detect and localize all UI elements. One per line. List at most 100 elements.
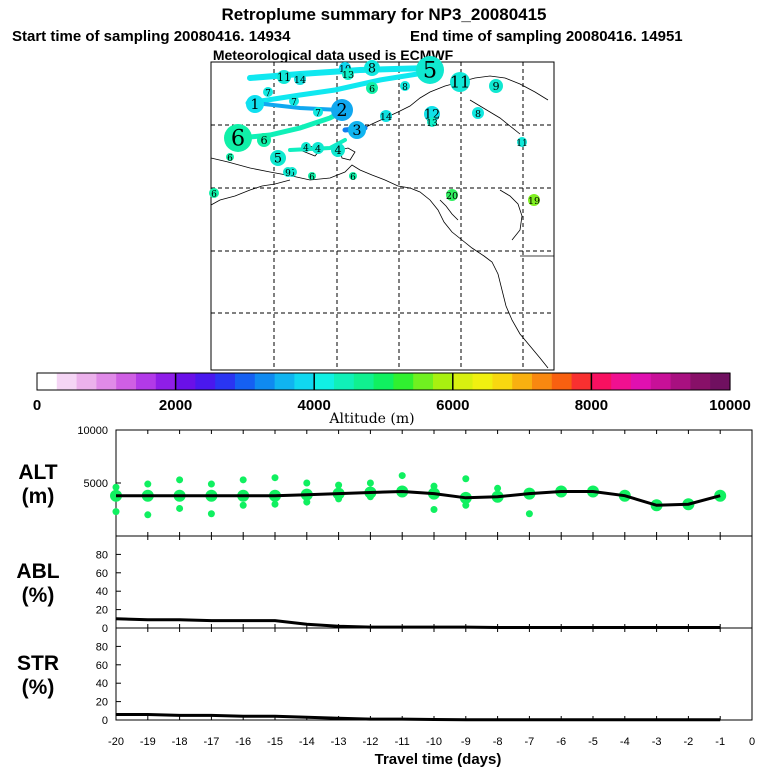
colorbar-swatch xyxy=(254,373,276,390)
marker-label: 4 xyxy=(315,144,321,155)
altitude-spread-point xyxy=(239,501,247,509)
trajectory-marker: 14 xyxy=(380,110,392,123)
trajectory-marker: 14 xyxy=(294,73,306,86)
colorbar-swatch xyxy=(96,373,117,390)
x-tick-label: -12 xyxy=(362,736,378,748)
altitude-spread-point xyxy=(462,475,470,483)
trajectory-marker: 5 xyxy=(270,150,286,166)
marker-dot xyxy=(263,87,273,97)
x-tick-label: -11 xyxy=(395,736,410,748)
y-tick-label: 0 xyxy=(102,715,108,727)
colorbar-swatch xyxy=(492,373,513,390)
x-tick-label: -5 xyxy=(588,736,598,748)
marker-dot xyxy=(257,133,271,147)
marker-dot xyxy=(331,99,353,121)
marker-dot xyxy=(342,68,354,80)
marker-dot xyxy=(348,121,366,139)
colorbar-swatch xyxy=(433,373,454,390)
altitude-spread-point xyxy=(303,479,311,487)
figure-title: Retroplume summary for NP3_20080415 xyxy=(221,5,546,24)
x-tick-label: -19 xyxy=(140,736,156,748)
map-grid xyxy=(211,62,554,370)
travel-time-axis: -20 -19 -18 -17 -16 -15 -14 -13 -12 -11 -10 -9 -8 -7-… xyxy=(108,736,755,748)
marker-dot xyxy=(312,142,324,154)
altitude-spread-point xyxy=(176,476,184,484)
colorbar-tick-label: 8000 xyxy=(575,397,608,414)
y-tick-label: 40 xyxy=(96,586,108,598)
marker-label: 14 xyxy=(380,112,392,123)
colorbar-tick-label: 10000 xyxy=(709,397,751,414)
marker-label: 14 xyxy=(294,75,306,86)
altitude-mean-line xyxy=(116,489,721,507)
trajectory-marker: 6 xyxy=(257,133,271,147)
colorbar-swatch xyxy=(512,373,533,390)
colorbar-swatch xyxy=(353,373,375,390)
trajectory-marker: 4 xyxy=(301,142,311,154)
colorbar-swatch xyxy=(37,373,58,390)
trajectory-marker: 5 xyxy=(416,56,444,84)
trajectory-marker: 6 xyxy=(308,172,316,183)
altitude-spread-point xyxy=(271,500,279,508)
colorbar-tick-label: 0 xyxy=(33,397,41,414)
trajectory-marker: 7 xyxy=(263,87,273,99)
marker-dot xyxy=(489,79,503,93)
marker-label: 3 xyxy=(352,123,361,139)
trajectory-marker: 11 xyxy=(277,70,291,84)
altitude-spread-point xyxy=(207,510,215,518)
colorbar-title: Altitude (m) xyxy=(328,411,414,427)
trajectory-marker: 4 xyxy=(331,143,345,157)
marker-dot xyxy=(366,82,378,94)
x-tick-label: -8 xyxy=(493,736,503,748)
colorbar-swatch xyxy=(116,373,137,390)
colorbar-swatch xyxy=(334,373,355,390)
colorbar-swatch xyxy=(235,373,256,390)
trajectory-marker: 8 xyxy=(364,60,380,76)
panel-frame xyxy=(115,627,753,721)
colorbar-swatch xyxy=(56,373,78,390)
colorbar-swatch xyxy=(195,373,216,390)
trajectory-marker: 20 xyxy=(446,189,458,202)
colorbar-swatch xyxy=(76,373,97,390)
trajectory-marker: 2 xyxy=(331,99,353,121)
marker-label: 7 xyxy=(291,98,297,108)
x-tick-label: -1 xyxy=(715,736,725,748)
marker-label: 8 xyxy=(402,83,408,93)
panel-alt: ALT(m) 5000 10000 xyxy=(18,425,753,537)
marker-label: 11 xyxy=(516,139,527,149)
altitude-spread-point xyxy=(144,480,152,488)
colorbar-swatch xyxy=(532,373,553,390)
marker-label: 5 xyxy=(423,58,437,84)
y-tick-label: 20 xyxy=(96,697,108,709)
marker-label: 6 xyxy=(350,173,356,183)
marker-label: 5 xyxy=(274,151,282,166)
marker-label: 7 xyxy=(315,109,321,119)
x-axis-title: Travel time (days) xyxy=(375,751,502,768)
altitude-spread-point xyxy=(239,476,247,484)
marker-dot xyxy=(380,110,392,122)
x-tick-label: 0 xyxy=(749,736,755,748)
marker-label: 13 xyxy=(426,119,438,129)
marker-label: 7 xyxy=(265,89,271,99)
colorbar-border xyxy=(36,372,731,391)
trajectory-marker: 11 xyxy=(450,72,470,92)
x-tick-label: -7 xyxy=(525,736,535,748)
altitude-spread-point xyxy=(144,511,152,519)
altitude-spread-point xyxy=(112,483,120,491)
marker-label: 9 xyxy=(285,169,291,179)
altitude-spread-point xyxy=(335,481,343,489)
marker-label: 12 xyxy=(424,107,440,122)
time-series-panels: ALT(m)500010000ABL(%)020406080STR(%)0204… xyxy=(16,425,753,727)
colorbar-swatch xyxy=(710,373,731,390)
marker-label: 11 xyxy=(450,73,470,92)
altitude-spread-point xyxy=(176,504,184,512)
trajectory-marker: 11 xyxy=(516,137,528,149)
panel-str: STR(%) 0 20 40 60 80 xyxy=(17,627,753,727)
x-tick-label: -13 xyxy=(331,736,347,748)
colorbar-swatch xyxy=(551,373,573,390)
marker-label: 6 xyxy=(260,134,267,147)
marker-dot xyxy=(209,188,219,198)
trajectory-marker: 8 xyxy=(472,107,484,120)
marker-label: 8 xyxy=(475,109,481,120)
altitude-spread-point xyxy=(112,508,120,516)
